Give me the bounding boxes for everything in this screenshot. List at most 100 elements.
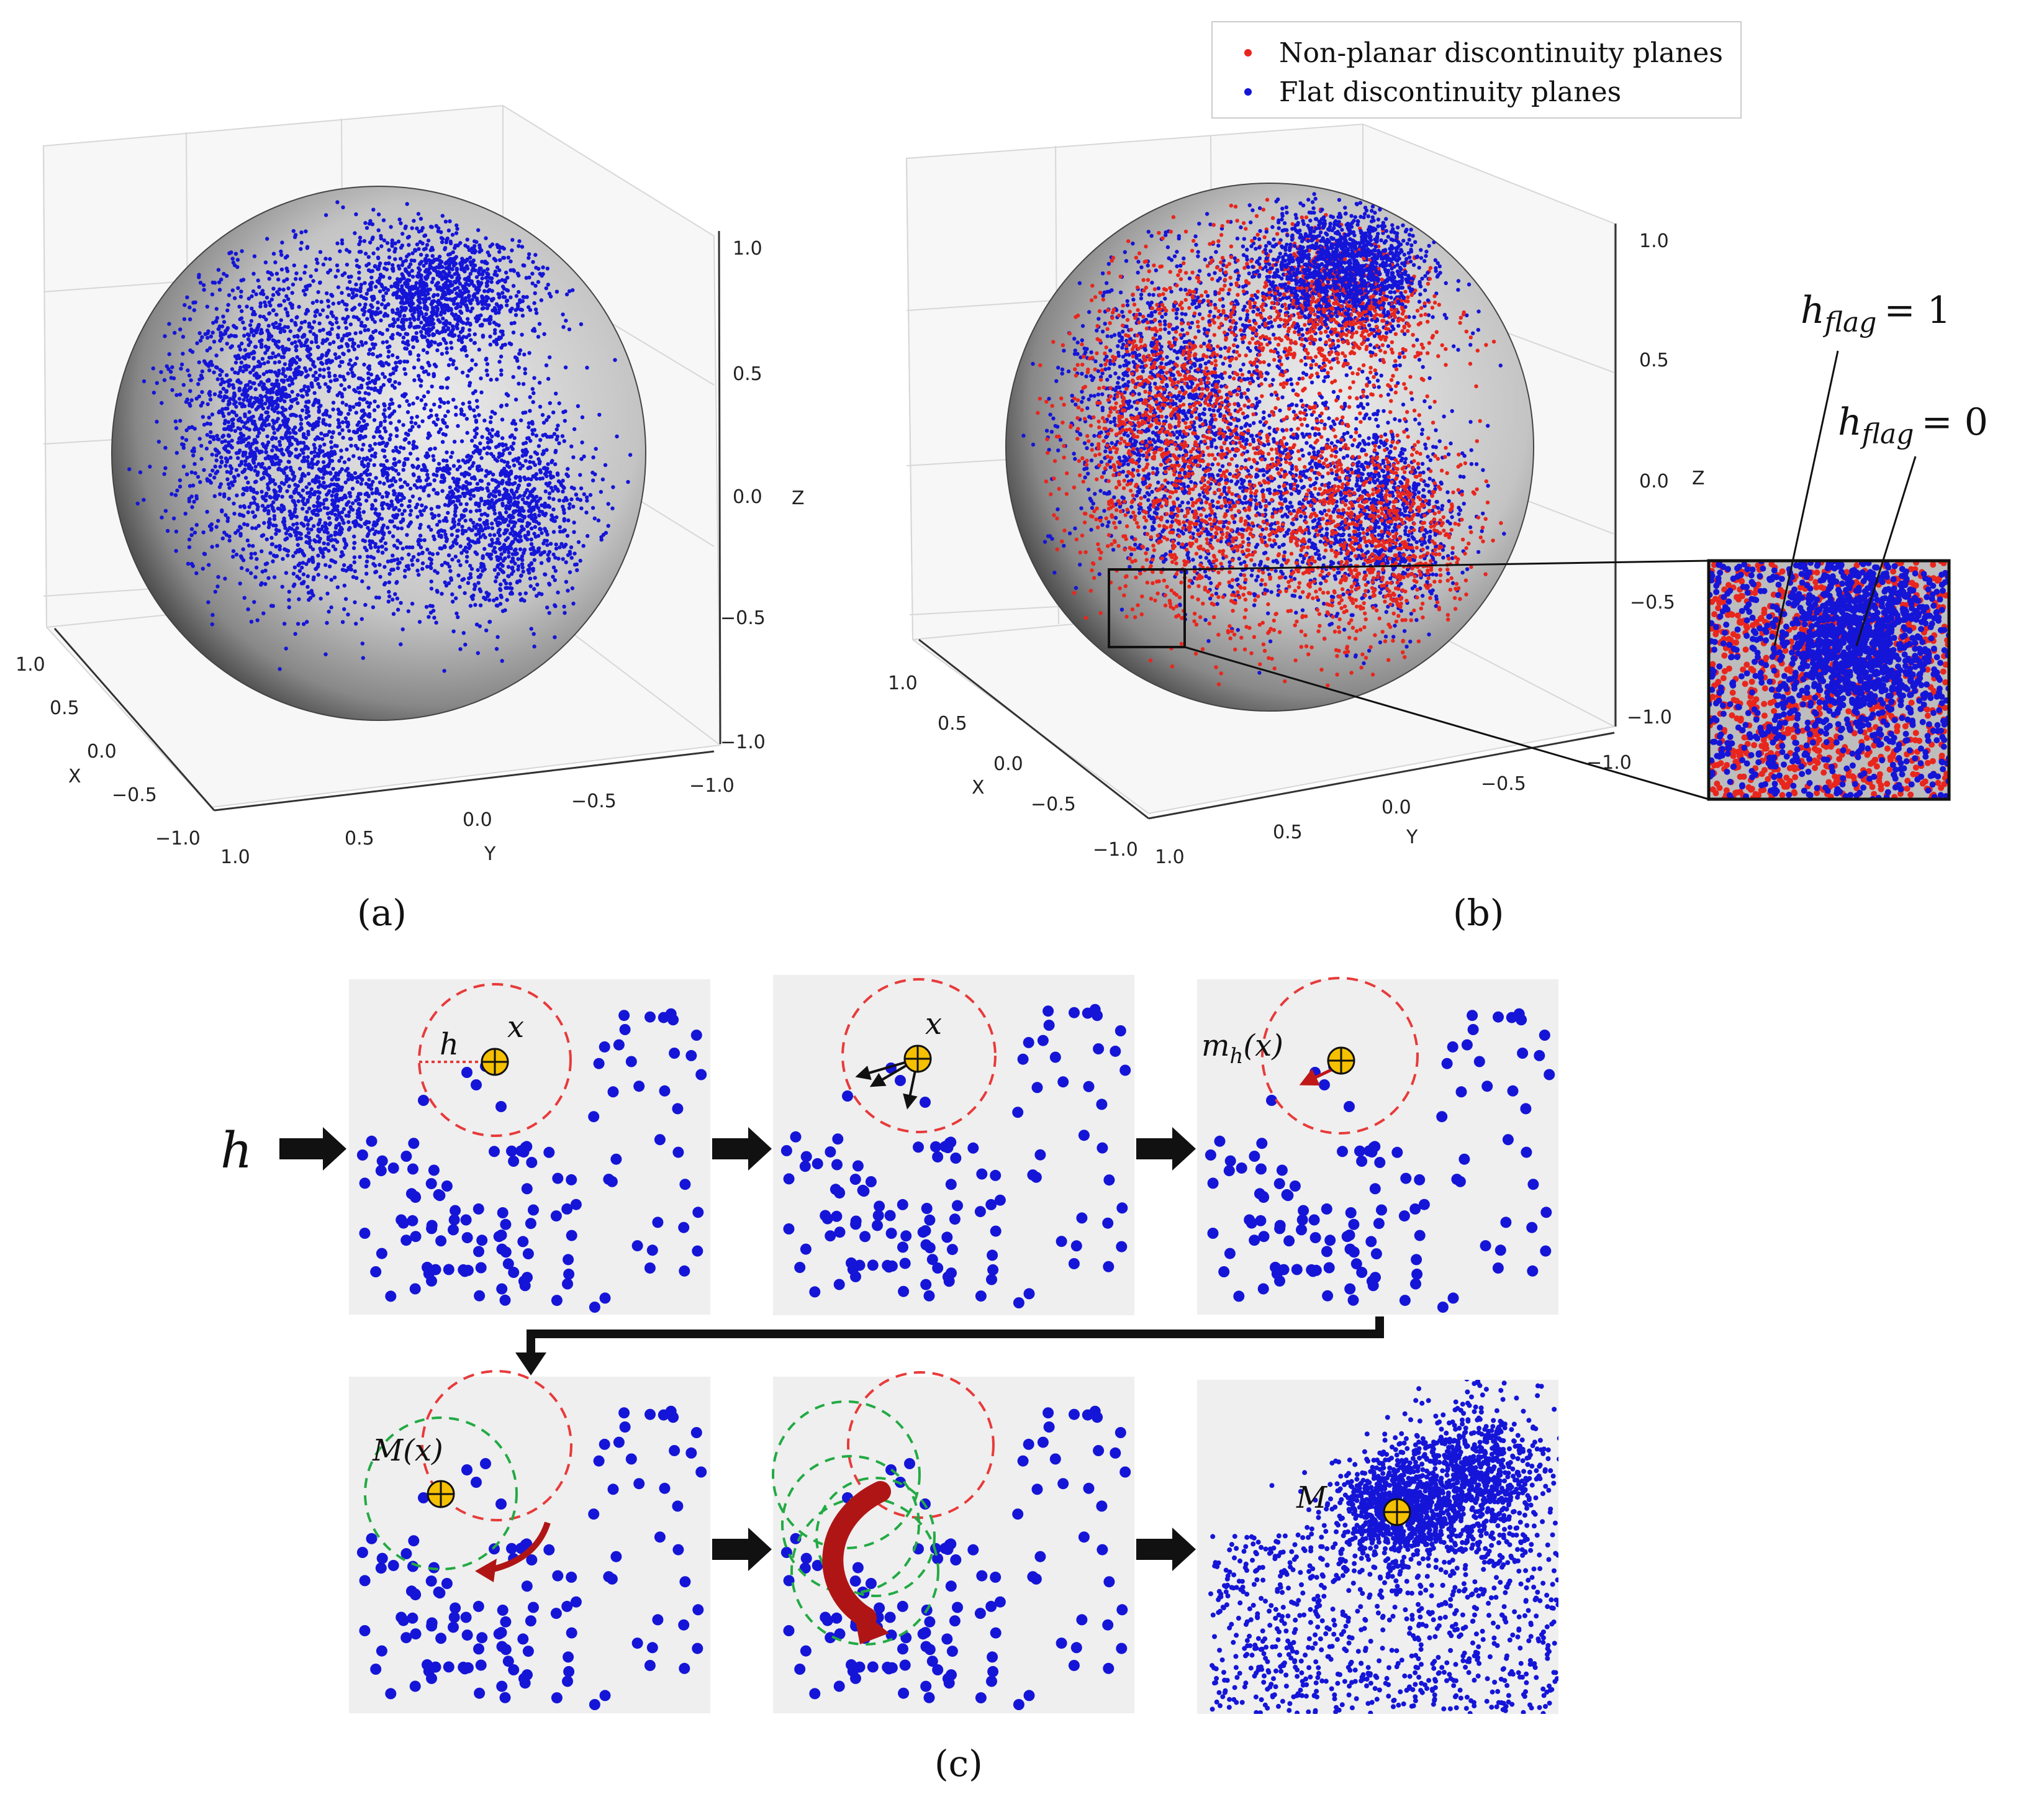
flat-plane-point: [283, 255, 288, 260]
flat-plane-point: [453, 513, 457, 517]
flat-plane-point: [478, 603, 483, 607]
flat-plane-point: [482, 419, 487, 423]
flat-plane-point: [458, 647, 463, 651]
flat-plane-point: [392, 291, 396, 296]
flat-plane-point: [470, 306, 474, 310]
flat-plane-point: [325, 291, 329, 296]
flat-plane-point: [243, 389, 248, 394]
flat-plane-point: [307, 321, 312, 326]
flat-plane-point: [524, 501, 529, 505]
flat-plane-point: [405, 533, 409, 537]
flat-plane-point: [463, 642, 468, 647]
flat-plane-point: [387, 415, 392, 419]
flat-plane-point: [460, 262, 464, 266]
flat-plane-point: [499, 373, 504, 377]
flat-plane-point: [352, 534, 356, 539]
flat-plane-point: [386, 559, 391, 564]
flat-plane-point: [487, 592, 491, 597]
flat-plane-point: [395, 282, 399, 286]
flat-plane-point: [316, 553, 320, 558]
flat-plane-point: [274, 373, 279, 378]
flat-plane-point: [251, 356, 256, 361]
flat-plane-point: [307, 541, 312, 546]
flat-plane-point: [292, 425, 297, 430]
flat-plane-point: [151, 366, 155, 371]
flat-plane-point: [319, 468, 323, 473]
flat-plane-point: [360, 460, 364, 464]
flat-plane-point: [238, 512, 242, 517]
flat-plane-point: [399, 520, 403, 524]
flat-plane-point: [409, 420, 414, 425]
flat-plane-point: [266, 378, 271, 382]
flat-plane-point: [225, 342, 229, 346]
flat-plane-point: [340, 238, 345, 243]
flat-plane-point: [365, 468, 369, 472]
flat-plane-point: [240, 470, 245, 474]
flat-plane-point: [333, 451, 337, 456]
flat-plane-point: [329, 578, 333, 582]
flat-plane-point: [554, 289, 559, 294]
flat-plane-point: [463, 591, 467, 596]
flat-plane-point: [485, 486, 489, 491]
flat-plane-point: [353, 569, 357, 574]
flat-plane-point: [245, 538, 250, 543]
flat-plane-point: [227, 384, 231, 388]
flat-plane-point: [238, 533, 243, 538]
flat-plane-point: [401, 335, 406, 340]
flat-plane-point: [360, 477, 364, 482]
flat-plane-point: [178, 392, 183, 397]
flat-plane-point: [582, 492, 586, 497]
flat-plane-point: [287, 589, 291, 594]
flat-plane-point: [220, 536, 225, 541]
flat-plane-point: [341, 435, 345, 440]
flat-plane-point: [382, 426, 387, 430]
flat-plane-point: [321, 327, 325, 332]
flat-plane-point: [446, 409, 450, 414]
flat-plane-point: [511, 284, 516, 288]
flat-plane-point: [373, 442, 378, 446]
flat-plane-point: [381, 274, 386, 279]
flat-plane-point: [361, 442, 366, 447]
flat-plane-point: [231, 383, 235, 387]
flat-plane-point: [507, 555, 511, 559]
flat-plane-point: [339, 554, 343, 559]
flat-plane-point: [318, 328, 322, 333]
flat-plane-point: [442, 290, 446, 294]
flat-plane-point: [319, 404, 323, 408]
flat-plane-point: [214, 525, 219, 529]
flat-plane-point: [352, 560, 356, 564]
flat-plane-point: [288, 359, 292, 364]
flat-plane-point: [376, 247, 380, 251]
flat-plane-point: [364, 559, 369, 564]
flat-plane-point: [361, 324, 366, 328]
flat-plane-point: [260, 345, 264, 349]
flat-plane-point: [304, 415, 309, 420]
flat-plane-point: [305, 410, 309, 415]
flat-plane-point: [566, 474, 570, 478]
flat-plane-point: [410, 425, 415, 429]
flat-plane-point: [445, 450, 449, 455]
flat-plane-point: [321, 555, 325, 559]
flat-plane-point: [442, 669, 446, 673]
flat-plane-point: [387, 580, 392, 584]
flat-plane-point: [254, 292, 258, 296]
flat-plane-point: [304, 311, 308, 316]
flat-plane-point: [392, 507, 396, 512]
flat-plane-point: [379, 517, 384, 521]
flat-plane-point: [489, 415, 493, 420]
flat-plane-point: [320, 361, 325, 366]
flat-plane-point: [361, 656, 365, 660]
flat-plane-point: [226, 433, 231, 438]
flat-plane-point: [417, 271, 421, 275]
flat-plane-point: [242, 486, 246, 491]
flat-plane-point: [410, 251, 415, 255]
flat-plane-point: [206, 335, 210, 340]
flat-plane-point: [281, 556, 285, 561]
flat-plane-point: [382, 375, 387, 379]
flat-plane-point: [256, 470, 260, 474]
flat-plane-point: [579, 322, 584, 327]
flat-plane-point: [321, 262, 326, 267]
flat-plane-point: [361, 378, 365, 382]
flat-plane-point: [513, 509, 518, 514]
flat-plane-point: [496, 292, 500, 296]
